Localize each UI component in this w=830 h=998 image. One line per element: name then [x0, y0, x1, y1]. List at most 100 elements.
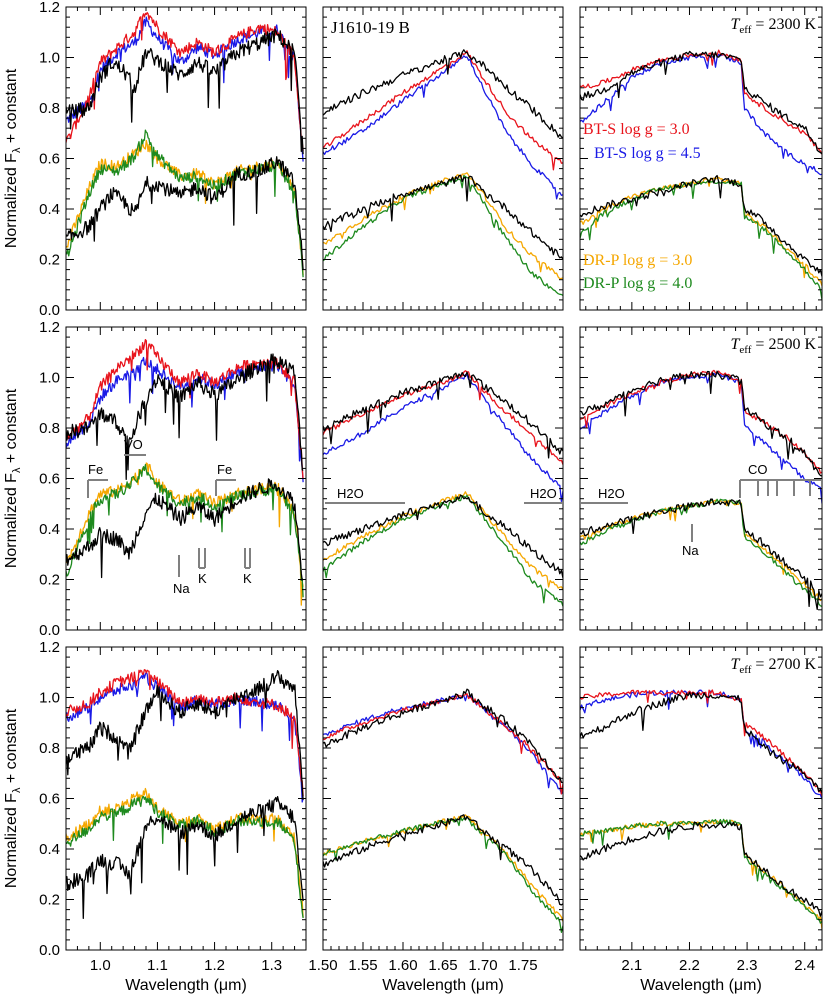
series-line-observed-upper: [580, 370, 822, 477]
series-line-dr-p-log-g-4-0-lower: [580, 179, 822, 300]
series-line-bt-s-log-g-4-5-upper: [580, 371, 822, 504]
panel-frame: [322, 326, 564, 631]
panel-J-band-row-1: 0.0 0.2 0.4 0.6 0.8 1.0 1.2: [39, 0, 307, 319]
series-line-observed-lower: [580, 174, 822, 277]
y-tick-label: 1.0: [39, 690, 60, 707]
series-line-bt-s-log-g-3-0-upper: [66, 11, 304, 151]
series-line-observed-lower: [323, 814, 563, 906]
y-tick-label: 0.8: [39, 420, 60, 437]
series-line-bt-s-log-g-4-5-upper: [323, 374, 563, 503]
series-line-observed-upper: [580, 691, 822, 794]
series-line-dr-p-log-g-3-0-lower: [66, 139, 304, 276]
y-tick-label: 0.0: [39, 302, 60, 319]
series-line-dr-p-log-g-4-0-lower: [66, 795, 304, 919]
annotation-na: Na: [173, 581, 190, 596]
x-tick-label: 2.3: [737, 957, 758, 974]
y-tick-label: 0.2: [39, 252, 60, 269]
series-line-bt-s-log-g-3-0-upper: [66, 669, 304, 797]
series-line-bt-s-log-g-3-0-upper: [323, 50, 563, 171]
x-tick-label: 1.70: [468, 957, 497, 974]
panel-J-band-row-3: 0.0 0.2 0.4 0.6 0.8 1.0 1.2 1.0 1.1 1.2 1.3 Wavelen…: [39, 639, 307, 994]
series-line-dr-p-log-g-4-0-lower: [323, 174, 563, 297]
panel-K-band-row-2: Teff = 2500 K: [579, 326, 823, 631]
legend-entry: DR-P log g = 3.0: [583, 252, 692, 269]
series-line-bt-s-log-g-4-5-upper: [323, 55, 563, 200]
y-tick-label: 0.4: [39, 201, 60, 218]
series-line-observed-lower: [323, 494, 563, 579]
series-line-observed-lower: [580, 821, 822, 917]
series-line-observed-upper: [323, 49, 563, 139]
x-tick-label: 1.75: [508, 957, 537, 974]
y-tick-label: 0.6: [39, 791, 60, 808]
series-line-observed-upper: [323, 371, 563, 459]
panel-K-band-row-1: Teff = 2300 K: [579, 6, 823, 311]
y-tick-label: 0.8: [39, 740, 60, 757]
y-tick-label: 1.2: [39, 639, 60, 656]
series-line-observed-lower: [580, 498, 822, 611]
panel-H-band-row-2: [322, 326, 564, 631]
series-line-bt-s-log-g-4-5-upper: [580, 689, 822, 800]
series-line-dr-p-log-g-4-0-lower: [66, 129, 304, 278]
series-line-dr-p-log-g-4-0-lower: [323, 494, 563, 607]
series-line-observed-lower: [66, 478, 304, 581]
annotation-fe: Fe: [217, 462, 232, 477]
y-axis-label: Normalized Fλ + constant: [3, 68, 23, 248]
x-axis-label: Wavelength (μm): [125, 977, 247, 994]
y-tick-label: 0.4: [39, 841, 60, 858]
y-tick-label: 1.0: [39, 50, 60, 67]
series-line-bt-s-log-g-4-5-upper: [66, 671, 304, 803]
legend-entry: BT-S log g = 4.5: [594, 145, 701, 162]
x-axis-label: Wavelength (μm): [382, 977, 504, 994]
feature-annotations: Fe VO Fe Na K K H2O H2O H2O Na CO: [87, 437, 822, 596]
x-tick-label: 2.4: [794, 957, 815, 974]
teff-label: Teff = 2500 K: [731, 336, 817, 356]
series-line-observed-lower: [323, 174, 563, 260]
x-tick-label: 1.2: [204, 957, 225, 974]
series-line-dr-p-log-g-3-0-lower: [323, 172, 563, 280]
y-tick-label: 0.4: [39, 521, 60, 538]
series-line-bt-s-log-g-3-0-upper: [580, 689, 822, 797]
series-line-dr-p-log-g-3-0-lower: [580, 176, 822, 287]
series-line-observed-upper: [580, 50, 822, 155]
y-tick-label: 0.6: [39, 471, 60, 488]
legend-entry: BT-S log g = 3.0: [583, 121, 690, 138]
series-line-dr-p-log-g-3-0-lower: [323, 814, 563, 922]
y-tick-label: 1.0: [39, 370, 60, 387]
object-label: J1610-19 B: [331, 18, 410, 37]
series-line-observed-upper: [66, 353, 304, 480]
series-line-dr-p-log-g-4-0-lower: [580, 818, 822, 924]
series-line-dr-p-log-g-4-0-lower: [580, 498, 822, 608]
panel-frame: [579, 646, 823, 951]
y-tick-label: 0.0: [39, 622, 60, 639]
annotation-h2o: H2O: [337, 486, 364, 501]
series-line-dr-p-log-g-3-0-lower: [323, 491, 563, 590]
y-tick-label: 0.0: [39, 942, 60, 959]
teff-label: Teff = 2300 K: [731, 16, 817, 36]
y-axis-label: Normalized Fλ + constant: [3, 388, 23, 568]
x-axis-label: Wavelength (μm): [640, 977, 762, 994]
series-line-bt-s-log-g-3-0-upper: [323, 693, 563, 795]
x-tick-label: 1.55: [348, 957, 377, 974]
series-line-observed-lower: [66, 795, 304, 920]
series-line-observed-upper: [66, 28, 304, 155]
y-axis-label: Normalized Fλ + constant: [3, 708, 23, 888]
x-tick-label: 1.50: [308, 957, 337, 974]
annotation-co: CO: [748, 462, 768, 477]
panel-J-band-row-2: 0.0 0.2 0.4 0.6 0.8 1.0 1.2: [39, 319, 307, 639]
annotation-h2o: H2O: [530, 486, 557, 501]
x-tick-label: 1.0: [90, 957, 111, 974]
annotation-fe: Fe: [88, 462, 103, 477]
x-tick-label: 1.1: [147, 957, 168, 974]
annotation-k: K: [243, 571, 252, 586]
y-tick-label: 1.2: [39, 0, 60, 16]
y-tick-label: 0.8: [39, 100, 60, 117]
series-line-dr-p-log-g-3-0-lower: [580, 499, 822, 602]
series-line-dr-p-log-g-4-0-lower: [323, 816, 563, 933]
series-line-observed-upper: [323, 688, 563, 784]
series-line-bt-s-log-g-3-0-upper: [580, 369, 822, 474]
series-line-observed-lower: [66, 156, 304, 270]
teff-label: Teff = 2700 K: [731, 656, 817, 676]
x-tick-label: 1.3: [261, 957, 282, 974]
